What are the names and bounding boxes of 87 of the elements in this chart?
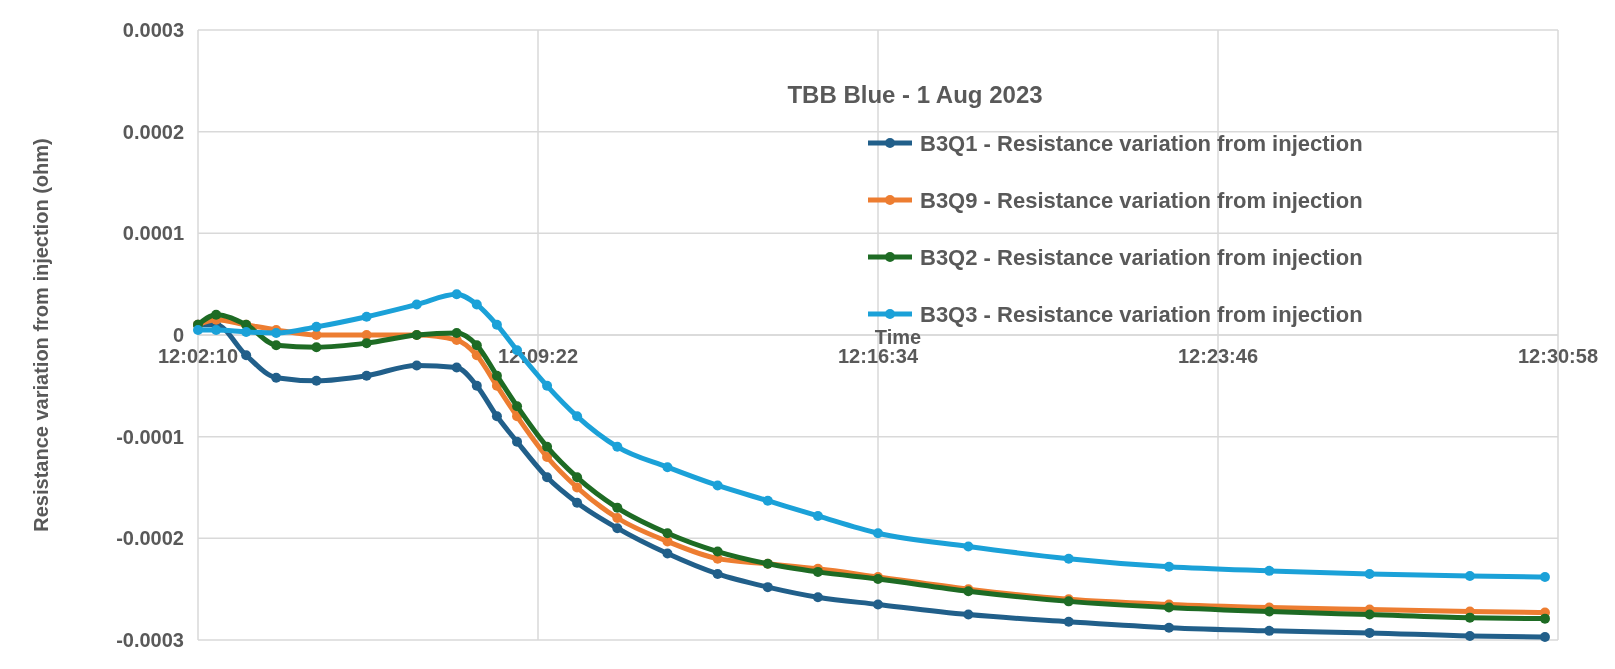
point	[1264, 625, 1275, 636]
point	[1163, 622, 1174, 633]
point	[193, 324, 203, 335]
point	[211, 324, 222, 335]
point	[812, 510, 823, 521]
point	[812, 592, 823, 603]
text: TBB Blue - 1 Aug 2023	[787, 81, 1043, 108]
point	[512, 401, 523, 412]
x-tick-label: 12:23:46	[1177, 345, 1259, 367]
legend-label: B3Q9 - Resistance variation from injection	[920, 187, 1363, 213]
point	[211, 309, 222, 320]
point	[612, 441, 623, 452]
point	[1364, 568, 1375, 579]
point	[361, 338, 372, 349]
point	[311, 330, 322, 340]
point	[1464, 570, 1475, 581]
point	[542, 472, 553, 483]
point	[361, 370, 372, 381]
y-tick-label: -0.0002	[116, 527, 184, 550]
point	[491, 370, 502, 381]
point	[1364, 627, 1375, 638]
point	[491, 319, 502, 330]
point	[1539, 571, 1550, 582]
point	[311, 375, 322, 386]
point	[411, 360, 422, 371]
point	[612, 523, 623, 534]
point	[1539, 613, 1550, 624]
y-tick-label: 0.0001	[122, 222, 184, 245]
point	[411, 299, 422, 310]
point	[491, 411, 502, 422]
x-axis-title: Time	[874, 326, 922, 348]
legend-label: B3Q3 - Resistance variation from injection	[920, 301, 1363, 327]
point	[1264, 606, 1275, 617]
x-tick-label: 12:02:10	[157, 345, 239, 367]
point	[1264, 565, 1275, 576]
point	[1063, 553, 1074, 564]
point	[712, 480, 723, 491]
point	[712, 546, 723, 557]
point	[1539, 631, 1550, 642]
point	[873, 599, 883, 610]
point	[451, 327, 462, 338]
point	[471, 299, 482, 310]
point	[662, 462, 673, 473]
point	[612, 502, 623, 513]
point	[1163, 561, 1174, 572]
point	[762, 582, 773, 593]
point	[572, 497, 583, 508]
point	[542, 441, 553, 452]
point	[542, 452, 553, 462]
point	[762, 495, 773, 506]
x-tick-label: 12:16:34	[837, 345, 919, 367]
point	[963, 609, 974, 620]
point	[712, 568, 723, 579]
y-tick-label: -0.0001	[116, 425, 184, 448]
point	[612, 513, 623, 523]
point	[361, 311, 372, 322]
point	[311, 321, 322, 332]
point	[241, 326, 252, 337]
y-axis-title: Resistance variation from injection (ohm)	[30, 138, 52, 532]
point	[963, 541, 974, 552]
point	[1063, 616, 1074, 627]
y-tick-label: 0.0002	[122, 120, 184, 143]
point	[572, 411, 583, 422]
point	[271, 340, 282, 351]
legend-label: B3Q1 - Resistance variation from injection	[920, 130, 1363, 156]
point	[451, 289, 462, 300]
point	[1464, 630, 1475, 641]
point	[271, 372, 282, 383]
legend-label: B3Q2 - Resistance variation from injection	[920, 244, 1363, 270]
point	[542, 380, 553, 391]
point	[471, 380, 482, 391]
point	[572, 472, 583, 483]
y-tick-label: 0.0003	[122, 19, 184, 41]
point	[1364, 609, 1375, 620]
y-tick-label: 0	[172, 324, 184, 346]
point	[451, 362, 462, 373]
point	[471, 340, 482, 351]
point	[1464, 612, 1475, 623]
point	[662, 528, 673, 539]
point	[873, 528, 883, 539]
y-tick-label: -0.0003	[116, 629, 184, 651]
point	[241, 350, 252, 361]
point	[662, 548, 673, 559]
point	[572, 482, 583, 493]
point	[311, 342, 322, 353]
point	[512, 436, 523, 447]
x-tick-label: 12:30:58	[1517, 345, 1599, 367]
